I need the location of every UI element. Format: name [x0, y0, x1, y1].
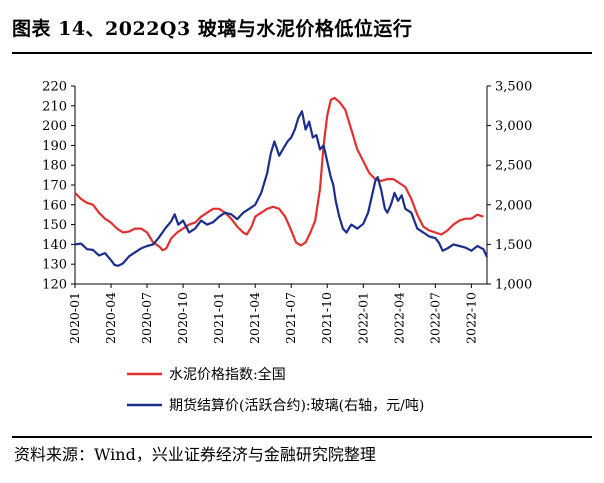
cement-price-line	[74, 96, 484, 252]
chart-container: 120 130 140 150 160 170 180 190 200 210 220 1,000 1,…	[0, 56, 604, 436]
x-tick-label: 2021-10	[319, 292, 334, 344]
left-tick-label: 160	[42, 198, 67, 213]
left-tick-label: 210	[42, 99, 67, 114]
title-divider	[12, 52, 592, 54]
left-tick-label: 180	[42, 159, 67, 174]
x-tick-label: 2020-07	[139, 292, 154, 344]
x-tick-label: 2022-10	[463, 292, 478, 344]
left-tick-label: 150	[42, 218, 67, 233]
right-tick-label: 1,500	[495, 238, 532, 253]
x-tick-label: 2022-07	[427, 292, 442, 344]
x-tick-label: 2021-01	[211, 292, 226, 344]
figure-title: 图表 14、2022Q3 玻璃与水泥价格低位运行	[12, 18, 413, 40]
right-tick-label: 2,500	[495, 159, 532, 174]
right-tick-label: 2,000	[495, 198, 532, 213]
right-tick-label: 3,500	[495, 80, 532, 95]
chart-series	[74, 96, 489, 267]
left-tick-label: 200	[42, 119, 67, 134]
left-tick-label: 120	[42, 278, 67, 293]
source-note: 资料来源：Wind，兴业证券经济与金融研究院整理	[14, 445, 376, 464]
left-tick-label: 190	[42, 139, 67, 154]
legend-label-glass: 期货结算价(活跃合约):玻璃(右轴，元/吨)	[169, 397, 424, 414]
right-tick-label: 1,000	[495, 278, 532, 293]
dual-axis-line-chart: 120 130 140 150 160 170 180 190 200 210 220 1,000 1,…	[42, 80, 532, 415]
x-tick-label: 2020-01	[67, 292, 82, 344]
chart-axes: 120 130 140 150 160 170 180 190 200 210 220 1,000 1,…	[42, 80, 532, 344]
x-tick-label: 2021-04	[247, 292, 262, 344]
x-tick-label: 2020-10	[175, 292, 190, 344]
legend-label-cement: 水泥价格指数:全国	[169, 366, 286, 383]
left-tick-label: 170	[42, 179, 67, 194]
right-tick-label: 3,000	[495, 119, 532, 134]
left-tick-label: 220	[42, 80, 67, 95]
source-divider	[12, 436, 592, 438]
x-tick-label: 2022-04	[391, 292, 406, 344]
x-tick-label: 2020-04	[103, 292, 118, 344]
left-tick-label: 140	[42, 238, 67, 253]
x-tick-label: 2022-01	[355, 292, 370, 344]
x-tick-label: 2021-07	[283, 292, 298, 344]
left-tick-label: 130	[42, 258, 67, 273]
glass-futures-line	[74, 110, 489, 267]
